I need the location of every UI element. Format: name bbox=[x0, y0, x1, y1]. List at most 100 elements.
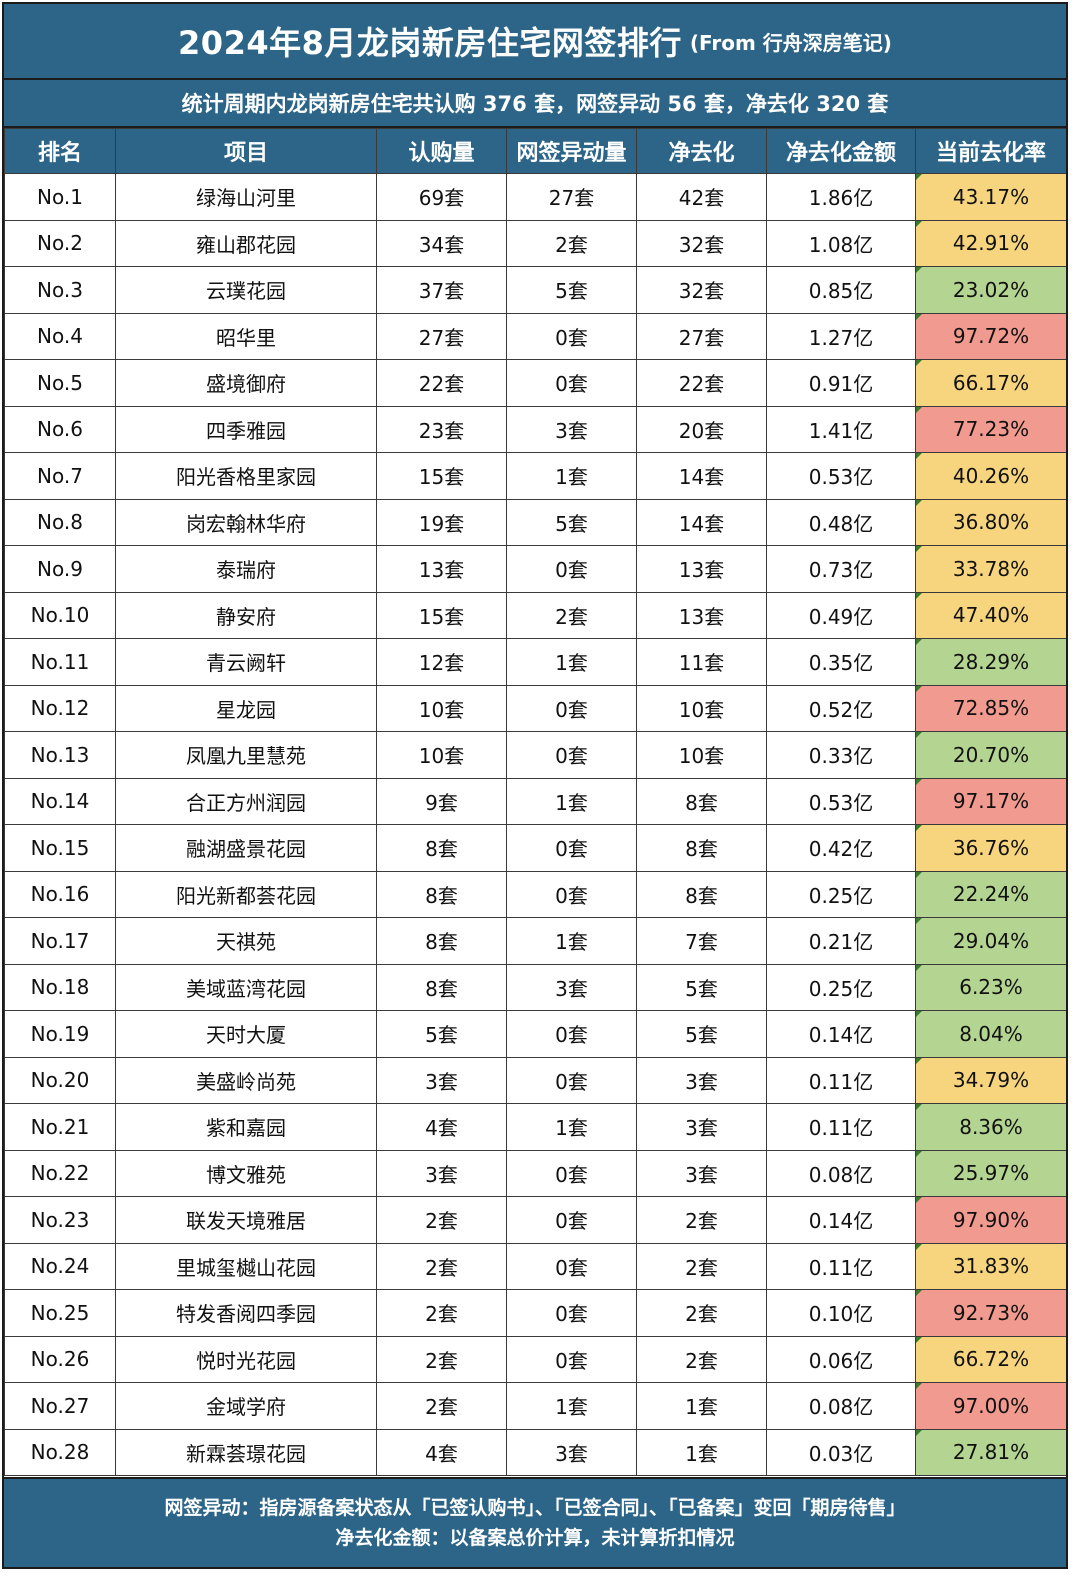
cell-change: 3套 bbox=[506, 405, 637, 453]
cell-amount: 1.41亿 bbox=[766, 405, 916, 453]
cell-rate: 66.17% bbox=[915, 359, 1066, 407]
cell-net: 11套 bbox=[636, 638, 767, 686]
cell-rate: 29.04% bbox=[915, 917, 1066, 965]
cell-amount: 0.14亿 bbox=[766, 1196, 916, 1244]
cell-change: 3套 bbox=[506, 963, 637, 1011]
footer-notes: 网签异动：指房源备案状态从「已签认购书」、「已签合同」、「已备案」变回「期房待售… bbox=[4, 1477, 1066, 1567]
cell-rate: 20.70% bbox=[915, 731, 1066, 779]
cell-rank: No.18 bbox=[4, 963, 116, 1011]
table-row: No.13 凤凰九里慧苑 10套 0套 10套 0.33亿 20.70% bbox=[4, 731, 1066, 779]
table-row: No.2 雍山郡花园 34套 2套 32套 1.08亿 42.91% bbox=[4, 219, 1066, 267]
cell-project: 合正方州润园 bbox=[115, 777, 377, 825]
cell-rank: No.21 bbox=[4, 1103, 116, 1151]
cell-rank: No.15 bbox=[4, 824, 116, 872]
cell-rate: 22.24% bbox=[915, 870, 1066, 918]
cell-project: 联发天境雅居 bbox=[115, 1196, 377, 1244]
cell-project: 星龙园 bbox=[115, 684, 377, 732]
cell-amount: 0.91亿 bbox=[766, 359, 916, 407]
cell-change: 0套 bbox=[506, 1335, 637, 1383]
cell-change: 0套 bbox=[506, 870, 637, 918]
cell-subscribed: 19套 bbox=[376, 498, 507, 546]
cell-subscribed: 15套 bbox=[376, 452, 507, 500]
header-amount: 净去化金额 bbox=[766, 128, 916, 174]
cell-rate: 97.00% bbox=[915, 1382, 1066, 1430]
cell-change: 0套 bbox=[506, 1196, 637, 1244]
cell-amount: 0.48亿 bbox=[766, 498, 916, 546]
cell-net: 42套 bbox=[636, 173, 767, 221]
cell-rate: 34.79% bbox=[915, 1056, 1066, 1104]
cell-net: 27套 bbox=[636, 312, 767, 360]
cell-project: 特发香阅四季园 bbox=[115, 1289, 377, 1337]
cell-net: 22套 bbox=[636, 359, 767, 407]
cell-change: 0套 bbox=[506, 545, 637, 593]
cell-change: 27套 bbox=[506, 173, 637, 221]
title-source: (From 行舟深房笔记) bbox=[689, 30, 892, 55]
table-row: No.11 青云阙轩 12套 1套 11套 0.35亿 28.29% bbox=[4, 638, 1066, 686]
cell-change: 1套 bbox=[506, 1103, 637, 1151]
cell-change: 0套 bbox=[506, 1242, 637, 1290]
cell-net: 10套 bbox=[636, 731, 767, 779]
cell-net: 8套 bbox=[636, 870, 767, 918]
cell-subscribed: 2套 bbox=[376, 1335, 507, 1383]
cell-amount: 0.33亿 bbox=[766, 731, 916, 779]
table-row: No.1 绿海山河里 69套 27套 42套 1.86亿 43.17% bbox=[4, 173, 1066, 221]
cell-rate: 40.26% bbox=[915, 452, 1066, 500]
cell-change: 0套 bbox=[506, 1289, 637, 1337]
cell-amount: 1.86亿 bbox=[766, 173, 916, 221]
header-rank: 排名 bbox=[4, 128, 116, 174]
cell-rate: 27.81% bbox=[915, 1428, 1066, 1476]
cell-project: 泰瑞府 bbox=[115, 545, 377, 593]
cell-rate: 8.04% bbox=[915, 1010, 1066, 1058]
table-row: No.26 悦时光花园 2套 0套 2套 0.06亿 66.72% bbox=[4, 1335, 1066, 1383]
cell-rank: No.17 bbox=[4, 917, 116, 965]
cell-rank: No.20 bbox=[4, 1056, 116, 1104]
cell-change: 0套 bbox=[506, 731, 637, 779]
table-row: No.6 四季雅园 23套 3套 20套 1.41亿 77.23% bbox=[4, 405, 1066, 453]
cell-subscribed: 15套 bbox=[376, 591, 507, 639]
cell-change: 0套 bbox=[506, 1149, 637, 1197]
cell-project: 雍山郡花园 bbox=[115, 219, 377, 267]
cell-change: 0套 bbox=[506, 684, 637, 732]
footer-note-1: 网签异动：指房源备案状态从「已签认购书」、「已签合同」、「已备案」变回「期房待售… bbox=[164, 1497, 906, 1519]
table-body: No.1 绿海山河里 69套 27套 42套 1.86亿 43.17% No.2 雍山郡花园 34… bbox=[4, 173, 1066, 1476]
cell-net: 13套 bbox=[636, 591, 767, 639]
cell-project: 美盛岭尚苑 bbox=[115, 1056, 377, 1104]
cell-subscribed: 69套 bbox=[376, 173, 507, 221]
cell-rate: 97.72% bbox=[915, 312, 1066, 360]
cell-subscribed: 5套 bbox=[376, 1010, 507, 1058]
table-row: No.27 金域学府 2套 1套 1套 0.08亿 97.00% bbox=[4, 1382, 1066, 1430]
cell-change: 1套 bbox=[506, 917, 637, 965]
cell-net: 13套 bbox=[636, 545, 767, 593]
page-title: 2024年8月龙岗新房住宅网签排行 bbox=[178, 24, 682, 62]
cell-subscribed: 12套 bbox=[376, 638, 507, 686]
cell-rank: No.22 bbox=[4, 1149, 116, 1197]
cell-net: 2套 bbox=[636, 1335, 767, 1383]
cell-project: 云璞花园 bbox=[115, 266, 377, 314]
cell-change: 3套 bbox=[506, 1428, 637, 1476]
title-bar: 2024年8月龙岗新房住宅网签排行 (From 行舟深房笔记) bbox=[4, 4, 1066, 80]
cell-subscribed: 2套 bbox=[376, 1196, 507, 1244]
table-row: No.22 博文雅苑 3套 0套 3套 0.08亿 25.97% bbox=[4, 1149, 1066, 1197]
cell-rank: No.7 bbox=[4, 452, 116, 500]
cell-rank: No.5 bbox=[4, 359, 116, 407]
ranking-poster: 2024年8月龙岗新房住宅网签排行 (From 行舟深房笔记) 统计周期内龙岗新… bbox=[2, 2, 1068, 1569]
cell-net: 20套 bbox=[636, 405, 767, 453]
cell-rate: 6.23% bbox=[915, 963, 1066, 1011]
cell-net: 14套 bbox=[636, 452, 767, 500]
table-row: No.28 新霖荟璟花园 4套 3套 1套 0.03亿 27.81% bbox=[4, 1428, 1066, 1476]
cell-rate: 92.73% bbox=[915, 1289, 1066, 1337]
cell-net: 5套 bbox=[636, 963, 767, 1011]
cell-project: 阳光新都荟花园 bbox=[115, 870, 377, 918]
cell-rank: No.11 bbox=[4, 638, 116, 686]
cell-net: 1套 bbox=[636, 1382, 767, 1430]
cell-change: 1套 bbox=[506, 1382, 637, 1430]
cell-project: 青云阙轩 bbox=[115, 638, 377, 686]
cell-rank: No.12 bbox=[4, 684, 116, 732]
cell-project: 美域蓝湾花园 bbox=[115, 963, 377, 1011]
cell-amount: 0.25亿 bbox=[766, 963, 916, 1011]
cell-project: 金域学府 bbox=[115, 1382, 377, 1430]
table-row: No.25 特发香阅四季园 2套 0套 2套 0.10亿 92.73% bbox=[4, 1289, 1066, 1337]
cell-project: 静安府 bbox=[115, 591, 377, 639]
cell-subscribed: 37套 bbox=[376, 266, 507, 314]
table-row: No.12 星龙园 10套 0套 10套 0.52亿 72.85% bbox=[4, 684, 1066, 732]
